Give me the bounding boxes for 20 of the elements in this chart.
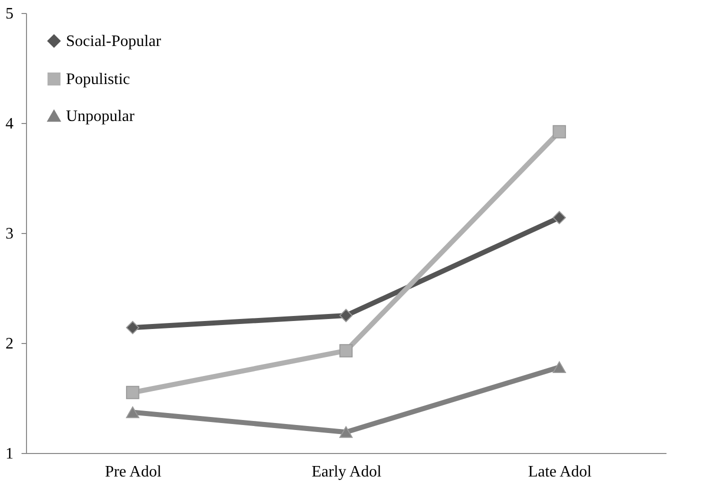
- y-tick-label: 5: [6, 6, 14, 22]
- point: [339, 308, 353, 322]
- point: [552, 210, 566, 224]
- x-tick-label: Late Adol: [528, 464, 592, 480]
- point: [126, 406, 140, 418]
- y-tick-label: 1: [6, 446, 14, 462]
- x-tick-label: Pre Adol: [104, 464, 162, 480]
- point: [552, 361, 566, 374]
- y-tick-label: 4: [6, 116, 14, 132]
- point: [126, 320, 140, 334]
- y-tick-label: 2: [6, 336, 14, 352]
- y-tick-label: 3: [6, 226, 14, 242]
- legend-label: Unpopular: [66, 108, 136, 125]
- point: [339, 426, 353, 438]
- point: [339, 344, 353, 358]
- legend-label: Populistic: [66, 71, 130, 88]
- point: [552, 125, 566, 138]
- legend-label: Social-Popular: [66, 33, 162, 50]
- x-tick-label: Early Adol: [312, 464, 382, 480]
- point: [126, 386, 140, 400]
